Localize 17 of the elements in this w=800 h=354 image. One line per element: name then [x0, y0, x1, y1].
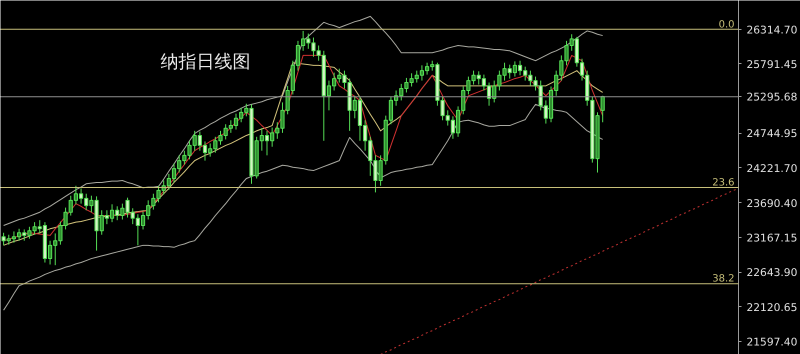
y-tick-label: 23167.15	[746, 232, 798, 245]
annotation: 23.6	[712, 178, 734, 189]
text: 纳指日线图	[160, 52, 250, 72]
y-tick-label: 23690.40	[746, 196, 798, 210]
y-tick-label: 24221.70	[746, 162, 798, 175]
line-series	[3, 16, 604, 226]
line-series	[380, 188, 738, 354]
y-tick-label: 21597.40	[746, 335, 798, 348]
candlestick	[600, 95, 605, 123]
y-tick-label: 25791.45	[746, 58, 798, 71]
y-tick-label: 24744.95	[746, 127, 798, 140]
annotation: 0.0	[718, 19, 735, 30]
y-tick-label: 26314.70	[746, 23, 798, 36]
y-tick-label: 25295.68	[746, 90, 798, 104]
annotation: 38.2	[712, 274, 734, 285]
y-tick-label: 22643.90	[746, 266, 798, 280]
y-tick-label: 22120.65	[746, 300, 798, 314]
